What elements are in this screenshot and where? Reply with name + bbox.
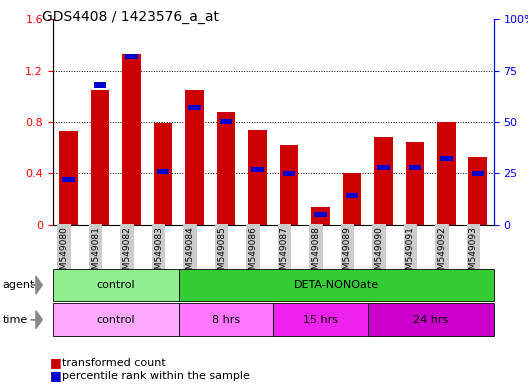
Text: 15 hrs: 15 hrs <box>303 314 338 325</box>
Bar <box>314 212 327 217</box>
Text: GSM549088: GSM549088 <box>312 227 320 281</box>
Bar <box>248 130 267 225</box>
Bar <box>185 90 204 225</box>
Bar <box>91 90 109 225</box>
Text: GSM549090: GSM549090 <box>374 227 383 281</box>
Text: GSM549086: GSM549086 <box>249 227 258 281</box>
Bar <box>157 169 169 174</box>
Text: percentile rank within the sample: percentile rank within the sample <box>62 371 250 381</box>
Text: ■: ■ <box>50 369 62 382</box>
Bar <box>409 165 421 170</box>
Bar <box>251 167 263 172</box>
Text: GSM549081: GSM549081 <box>91 227 100 281</box>
Text: 24 hrs: 24 hrs <box>413 314 448 325</box>
Bar <box>440 156 452 161</box>
Text: GSM549084: GSM549084 <box>185 227 194 281</box>
Text: DETA-NONOate: DETA-NONOate <box>294 280 379 290</box>
Bar <box>378 165 390 170</box>
Text: GDS4408 / 1423576_a_at: GDS4408 / 1423576_a_at <box>42 10 219 23</box>
Bar <box>59 131 78 225</box>
Text: GSM549080: GSM549080 <box>60 227 69 281</box>
Text: time: time <box>3 314 28 325</box>
Bar <box>125 54 138 59</box>
Text: GSM549091: GSM549091 <box>406 227 415 281</box>
Bar <box>122 54 141 225</box>
Text: GSM549089: GSM549089 <box>343 227 352 281</box>
Bar <box>472 171 484 176</box>
Bar <box>94 83 106 88</box>
Text: transformed count: transformed count <box>62 358 166 368</box>
Text: control: control <box>97 280 135 290</box>
Bar <box>437 122 456 225</box>
Text: GSM549087: GSM549087 <box>280 227 289 281</box>
Bar <box>216 112 235 225</box>
Text: GSM549082: GSM549082 <box>122 227 131 281</box>
Bar <box>188 105 201 110</box>
Text: GSM549085: GSM549085 <box>217 227 226 281</box>
Bar <box>220 119 232 124</box>
Text: control: control <box>97 314 135 325</box>
Bar <box>374 137 393 225</box>
Text: GSM549083: GSM549083 <box>154 227 163 281</box>
Bar <box>406 142 425 225</box>
Bar <box>311 207 330 225</box>
Text: ■: ■ <box>50 356 62 369</box>
Bar <box>279 145 298 225</box>
Bar <box>283 171 295 176</box>
Text: GSM549093: GSM549093 <box>469 227 478 281</box>
Bar <box>346 193 358 199</box>
Bar <box>154 123 173 225</box>
Bar <box>468 157 487 225</box>
Text: GSM549092: GSM549092 <box>437 227 447 281</box>
Text: agent: agent <box>3 280 35 290</box>
Bar <box>343 173 361 225</box>
Bar <box>62 177 74 182</box>
Text: 8 hrs: 8 hrs <box>212 314 240 325</box>
